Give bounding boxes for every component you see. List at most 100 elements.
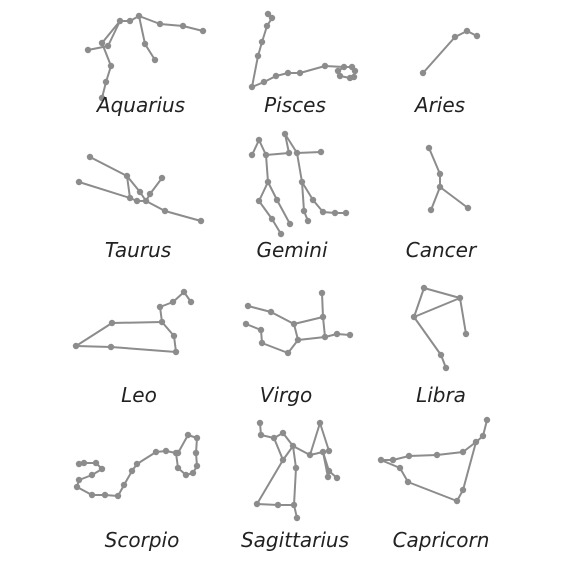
constellation-stars (248, 130, 350, 238)
star-dot (277, 230, 285, 238)
star-dot (135, 12, 143, 20)
star-dot (108, 319, 116, 327)
star-dot (142, 197, 150, 205)
star-dot (128, 467, 136, 475)
constellation-label: Libra (416, 383, 466, 407)
star-dot (101, 491, 109, 499)
constellation-pisces: Pisces (248, 10, 359, 117)
star-dot (346, 74, 354, 82)
constellation-sagittarius: Sagittarius (241, 419, 349, 552)
constellation-gemini: Gemini (248, 130, 350, 262)
star-dot (285, 149, 293, 157)
star-dot (319, 208, 327, 216)
constellation-lines (380, 419, 488, 502)
star-dot (453, 497, 461, 505)
star-dot (405, 452, 413, 460)
star-dot (459, 448, 467, 456)
star-dot (88, 471, 96, 479)
constellation-stars (425, 144, 472, 214)
star-dot (193, 462, 201, 470)
star-dot (462, 330, 470, 338)
star-dot (114, 492, 122, 500)
star-dot (281, 130, 289, 138)
star-dot (268, 215, 276, 223)
star-dot (317, 148, 325, 156)
constellation-line (380, 441, 477, 502)
star-dot (284, 69, 292, 77)
star-dot (389, 456, 397, 464)
star-dot (174, 449, 182, 457)
constellation-virgo: Virgo (242, 289, 354, 407)
star-dot (107, 343, 115, 351)
star-dot (331, 209, 339, 217)
star-dot (172, 348, 180, 356)
star-dot (325, 447, 333, 455)
star-dot (377, 456, 385, 464)
star-dot (294, 336, 302, 344)
star-dot (309, 196, 317, 204)
constellation-stars (253, 419, 341, 522)
star-dot (459, 486, 467, 494)
star-dot (433, 451, 441, 459)
star-dot (192, 449, 200, 457)
constellation-line (297, 333, 351, 341)
star-dot (120, 481, 128, 489)
star-dot (161, 207, 169, 215)
star-dot (267, 308, 275, 316)
star-dot (257, 431, 265, 439)
constellation-label: Leo (121, 383, 157, 407)
constellation-line (87, 15, 204, 51)
star-dot (104, 42, 112, 50)
star-dot (264, 178, 272, 186)
constellation-aquarius: Aquarius (84, 12, 207, 117)
star-dot (346, 331, 354, 339)
star-dot (197, 217, 205, 225)
star-dot (319, 448, 327, 456)
star-dot (255, 136, 263, 144)
star-dot (274, 501, 282, 509)
constellation-lines (428, 147, 469, 211)
star-dot (472, 438, 480, 446)
star-dot (351, 67, 359, 75)
star-dot (286, 220, 294, 228)
star-dot (296, 69, 304, 77)
constellation-aries: Aries (413, 27, 481, 117)
star-dot (123, 172, 131, 180)
star-dot (255, 197, 263, 205)
constellation-line (89, 156, 163, 202)
constellation-line (282, 445, 297, 506)
star-dot (257, 326, 265, 334)
star-dot (289, 442, 297, 450)
star-dot (151, 56, 159, 64)
star-dot (342, 209, 350, 217)
star-dot (473, 32, 481, 40)
constellation-stars (73, 431, 201, 500)
star-dot (290, 320, 298, 328)
star-dot (321, 333, 329, 341)
star-dot (258, 339, 266, 347)
star-dot (248, 151, 256, 159)
star-dot (184, 431, 192, 439)
star-dot (456, 294, 464, 302)
star-dot (479, 432, 487, 440)
star-dot (279, 456, 287, 464)
constellation-line (413, 287, 447, 369)
star-dot (396, 464, 404, 472)
star-dot (75, 460, 83, 468)
star-dot (316, 419, 324, 427)
star-dot (333, 330, 341, 338)
star-dot (410, 313, 418, 321)
star-dot (260, 78, 268, 86)
constellation-line (78, 181, 202, 222)
star-dot (107, 62, 115, 70)
star-dot (436, 170, 444, 178)
star-dot (293, 514, 301, 522)
constellation-stars (242, 289, 354, 357)
star-dot (174, 464, 182, 472)
star-dot (258, 38, 266, 46)
star-dot (279, 429, 287, 437)
constellation-lines (422, 30, 478, 74)
star-dot (248, 83, 256, 91)
star-dot (187, 298, 195, 306)
star-dot (436, 183, 444, 191)
